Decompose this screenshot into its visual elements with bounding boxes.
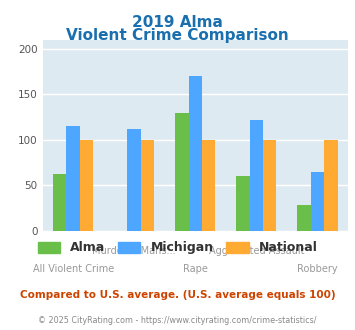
Text: Aggravated Assault: Aggravated Assault [208,246,304,256]
Bar [127,129,141,231]
Bar [324,140,338,231]
Bar [66,126,80,231]
Text: Murder & Mans...: Murder & Mans... [92,246,176,256]
Bar [297,205,311,231]
Text: Violent Crime Comparison: Violent Crime Comparison [66,28,289,43]
Bar [175,113,189,231]
Bar [311,172,324,231]
Text: Rape: Rape [183,264,208,274]
Bar [141,140,154,231]
Bar [53,175,66,231]
Legend: Alma, Michigan, National: Alma, Michigan, National [33,236,322,259]
Text: Compared to U.S. average. (U.S. average equals 100): Compared to U.S. average. (U.S. average … [20,290,335,300]
Bar [202,140,215,231]
Text: Robbery: Robbery [297,264,338,274]
Bar [80,140,93,231]
Bar [189,76,202,231]
Text: 2019 Alma: 2019 Alma [132,15,223,30]
Bar [263,140,277,231]
Bar [250,120,263,231]
Text: All Violent Crime: All Violent Crime [33,264,114,274]
Bar [236,176,250,231]
Text: © 2025 CityRating.com - https://www.cityrating.com/crime-statistics/: © 2025 CityRating.com - https://www.city… [38,315,317,325]
